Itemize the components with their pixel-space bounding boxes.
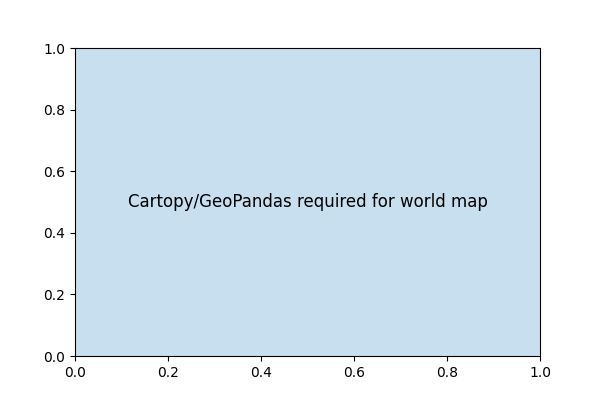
Text: Cartopy/GeoPandas required for world map: Cartopy/GeoPandas required for world map xyxy=(128,193,487,211)
